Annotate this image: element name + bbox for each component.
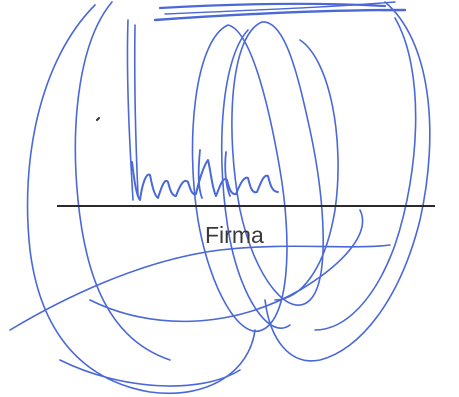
signature-caption: Firma xyxy=(205,222,264,248)
signature-line xyxy=(57,205,435,207)
